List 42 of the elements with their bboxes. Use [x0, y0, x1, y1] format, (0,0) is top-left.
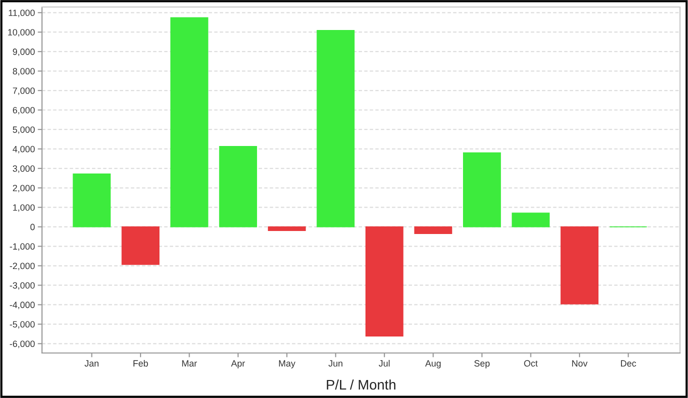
y-tick-label: -6,000 — [10, 340, 35, 348]
y-tick-label: 3,000 — [12, 165, 35, 173]
bar — [72, 173, 111, 228]
x-tick-label: Jan — [84, 360, 98, 367]
y-tick-label: -4,000 — [10, 302, 35, 310]
y-tick-label: 5,000 — [12, 126, 35, 134]
bar — [365, 226, 404, 336]
y-tick-label: 6,000 — [12, 106, 35, 114]
y-tick-label: -5,000 — [10, 321, 35, 329]
y-tick-label: 9,000 — [12, 48, 35, 56]
bar — [219, 146, 258, 228]
x-tick-label: Jun — [328, 360, 342, 367]
x-tick-label: Aug — [425, 360, 441, 368]
y-tick-label: 10,000 — [8, 29, 35, 37]
x-tick-label: Mar — [182, 360, 197, 367]
bar — [463, 152, 501, 228]
x-tick-label: Dec — [621, 360, 636, 367]
y-tick-label: 1,000 — [13, 204, 35, 212]
x-tick-label: Jul — [378, 360, 390, 367]
bar — [414, 226, 452, 234]
y-tick-label: 4,000 — [12, 146, 35, 154]
y-tick-label: -3,000 — [10, 282, 35, 290]
x-tick-label: Apr — [231, 360, 245, 368]
bar — [560, 226, 598, 304]
x-axis-title: P/L / Month — [326, 379, 396, 390]
x-tick-label: Oct — [524, 360, 538, 367]
bar — [512, 212, 550, 228]
bar — [122, 226, 160, 265]
y-tick-label: 2,000 — [12, 184, 35, 192]
x-tick-label: May — [279, 360, 296, 368]
bar — [316, 30, 355, 228]
x-tick-label: Sep — [474, 360, 490, 368]
y-tick-label: -1,000 — [10, 243, 35, 251]
x-tick-label: Feb — [133, 360, 148, 367]
y-tick-label: -2,000 — [10, 262, 35, 270]
bar — [268, 226, 306, 231]
y-tick-label: 0 — [30, 224, 35, 230]
y-tick-label: 11,000 — [8, 10, 35, 18]
y-tick-label: 8,000 — [12, 68, 35, 76]
y-tick-label: 7,000 — [12, 88, 35, 95]
bar — [170, 17, 208, 228]
x-tick-label: Nov — [572, 360, 588, 367]
